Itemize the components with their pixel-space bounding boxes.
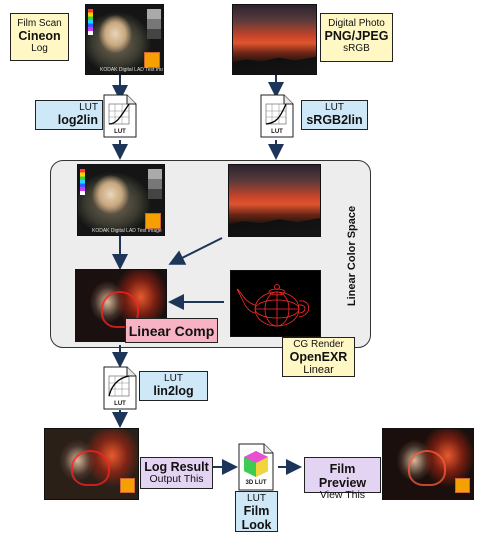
- lut-srgb2lin-label: LUT sRGB2lin: [301, 100, 368, 130]
- film-scan-thumbnail: KODAK Digital LAD Test Image: [85, 4, 164, 75]
- lut-log2lin-document-icon: LUT: [103, 94, 137, 138]
- film-look-label: LUT Film Look: [235, 491, 278, 532]
- digital-photo-thumbnail: [232, 4, 317, 75]
- film-scan-label: Film Scan Cineon Log: [10, 13, 69, 61]
- lut-log2lin-label: LUT log2lin: [35, 100, 103, 130]
- film-preview-label: Film Preview View This: [304, 457, 381, 501]
- lut-srgb2lin-document-icon: LUT: [260, 94, 294, 138]
- film-preview-thumbnail: [382, 428, 474, 500]
- lut-lin2log-document-icon: LUT: [103, 366, 137, 410]
- cg-render-teapot-thumbnail: [230, 270, 321, 337]
- teapot-wireframe: [236, 284, 310, 327]
- log-result-thumbnail: [44, 428, 139, 500]
- linear-photo-thumbnail: [228, 164, 321, 237]
- 3d-lut-document-icon: 3D LUT: [238, 443, 274, 491]
- lut-lin2log-label: LUT lin2log: [139, 371, 208, 401]
- log-result-label: Log Result Output This: [140, 457, 213, 489]
- arrow-photo-to-comp: [168, 237, 223, 265]
- linear-comp-thumbnail: [75, 269, 167, 342]
- digital-photo-label: Digital Photo PNG/JPEG sRGB: [320, 13, 393, 62]
- linear-film-thumbnail: KODAK Digital LAD Test Image: [77, 164, 165, 236]
- cg-render-label: CG Render OpenEXR Linear: [282, 337, 355, 377]
- linear-comp-label: Linear Comp: [125, 318, 218, 343]
